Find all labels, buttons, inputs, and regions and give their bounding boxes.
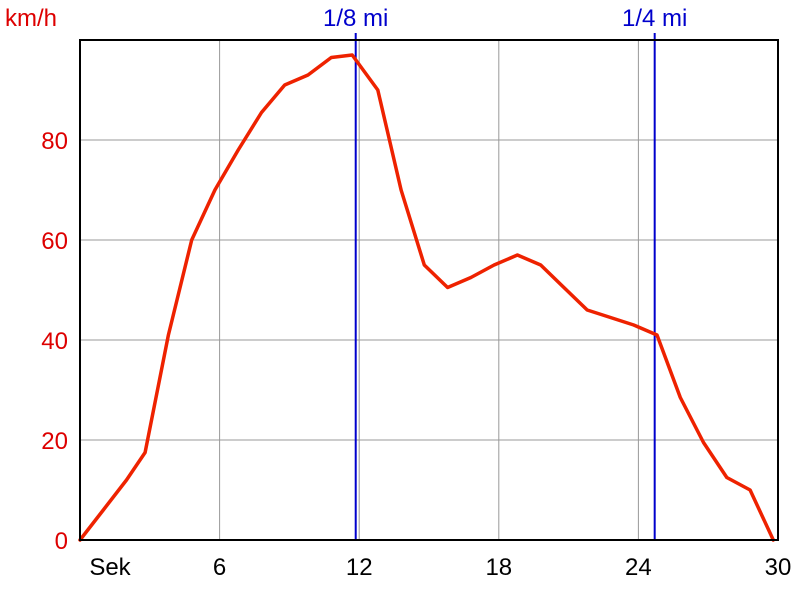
y-tick-label: 20 [41, 428, 68, 455]
speed-series-line [78, 53, 776, 542]
tick-labels: 0 20 40 60 80 6 12 18 24 30 [41, 128, 791, 581]
y-tick-label: 60 [41, 228, 68, 255]
plot-frame [79, 39, 779, 541]
x-tick-label: 12 [346, 554, 373, 581]
grid [80, 40, 778, 540]
y-tick-label: 0 [55, 528, 68, 555]
x-tick-label: 24 [625, 554, 652, 581]
distance-markers: 1/8 mi 1/4 mi [323, 5, 687, 540]
x-axis-label: Sek [89, 554, 131, 581]
marker-label: 1/8 mi [323, 5, 388, 32]
x-tick-label: 6 [213, 554, 226, 581]
x-tick-label: 18 [485, 554, 512, 581]
marker-label: 1/4 mi [622, 5, 687, 32]
y-axis-label: km/h [5, 5, 57, 32]
y-tick-label: 40 [41, 328, 68, 355]
x-tick-label: 30 [765, 554, 792, 581]
y-tick-label: 80 [41, 128, 68, 155]
